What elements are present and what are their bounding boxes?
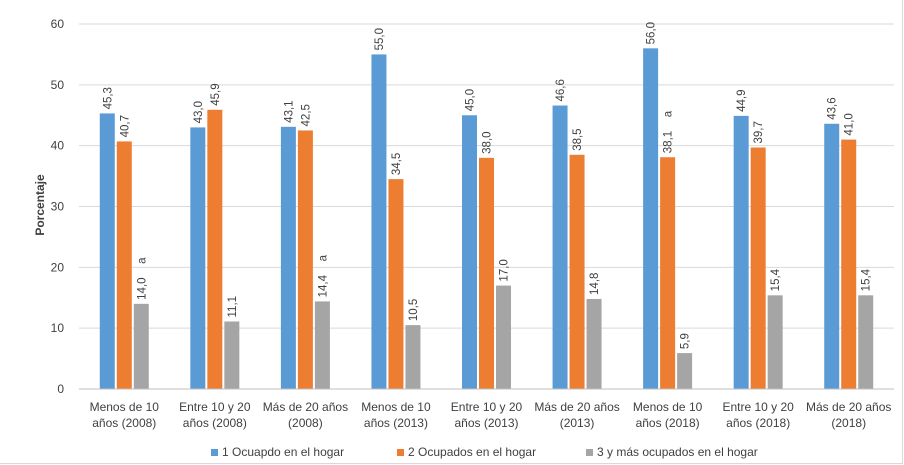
data-labels: 45,3 43,0 43,1 55,0 45,0 46,6 56,0 44,9 43,6 40,7… bbox=[102, 22, 872, 349]
data-label: 45,0 bbox=[465, 89, 477, 111]
bar bbox=[405, 325, 421, 389]
data-label: 39,7 bbox=[753, 121, 765, 143]
data-label: 15,4 bbox=[770, 268, 782, 291]
bar bbox=[371, 54, 387, 390]
data-label: 55,0 bbox=[374, 28, 386, 50]
data-label: 41,0 bbox=[844, 113, 856, 135]
y-tick-label: 60 bbox=[51, 17, 65, 31]
bar bbox=[99, 113, 115, 390]
bar bbox=[824, 123, 840, 390]
bar bbox=[767, 295, 783, 389]
data-label: 45,3 bbox=[102, 87, 114, 109]
bar bbox=[552, 105, 568, 390]
data-label: 44,9 bbox=[736, 89, 748, 111]
bar bbox=[660, 157, 676, 389]
bar bbox=[462, 115, 477, 389]
x-tick-label: Entre 10 y 20 bbox=[722, 400, 794, 414]
x-tick-label: (2013) bbox=[560, 416, 595, 430]
data-label: 11,1 bbox=[227, 296, 239, 318]
x-tick-label: años (2018) bbox=[636, 416, 700, 430]
x-tick-label: Entre 10 y 20 bbox=[451, 400, 523, 414]
x-tick-label: (2018) bbox=[831, 416, 866, 430]
y-tick-label: 50 bbox=[51, 78, 65, 92]
bar bbox=[116, 141, 132, 389]
bar bbox=[750, 147, 766, 389]
x-tick-label: Menos de 10 bbox=[361, 400, 431, 414]
data-label: 17,0 bbox=[499, 259, 511, 281]
bar bbox=[479, 157, 494, 389]
data-label: 43,1 bbox=[283, 100, 295, 122]
x-tick-label: Más de 20 años bbox=[263, 400, 348, 414]
data-label: 46,6 bbox=[555, 79, 567, 101]
bar bbox=[858, 295, 874, 389]
bar bbox=[190, 127, 206, 390]
data-label: 34,5 bbox=[391, 153, 403, 175]
y-tick-label: 40 bbox=[51, 139, 65, 153]
data-label: 40,7 bbox=[119, 115, 131, 137]
data-label: 14,8 bbox=[589, 273, 601, 295]
bar bbox=[586, 298, 602, 389]
legend-swatch bbox=[211, 449, 218, 456]
legend-swatch bbox=[586, 449, 593, 456]
x-tick-label: Más de 20 años bbox=[806, 400, 891, 414]
data-label: 10,5 bbox=[408, 299, 420, 321]
y-axis-label: Porcentaje bbox=[33, 174, 47, 236]
data-label: 43,0 bbox=[193, 101, 205, 123]
y-tick-label: 10 bbox=[51, 321, 65, 335]
data-label: 15,4 bbox=[861, 268, 873, 291]
legend-label: 3 y más ocupados en el hogar bbox=[597, 445, 758, 459]
annotation-label: a bbox=[136, 257, 148, 264]
x-tick-label: (2008) bbox=[288, 416, 323, 430]
data-label: 38,5 bbox=[572, 128, 584, 150]
bar bbox=[841, 139, 857, 389]
x-tick-label: años (2008) bbox=[183, 416, 247, 430]
x-tick-label: Menos de 10 bbox=[90, 400, 160, 414]
x-tick-label: años (2013) bbox=[454, 416, 518, 430]
legend-label: 2 Ocupados en el hogar bbox=[408, 445, 536, 459]
data-label: 14,4 bbox=[317, 274, 329, 297]
bar bbox=[733, 115, 749, 389]
legend-label: 1 Ocuapdo en el hogar bbox=[222, 445, 344, 459]
legend-swatch bbox=[397, 449, 404, 456]
bar bbox=[496, 285, 511, 389]
x-axis-ticks: Menos de 10 años (2008) Entre 10 y 20 años … bbox=[90, 400, 892, 430]
data-label: 38,1 bbox=[663, 131, 675, 153]
data-label: 5,9 bbox=[680, 333, 692, 349]
data-label: 42,5 bbox=[300, 104, 312, 126]
data-label: 43,6 bbox=[827, 97, 839, 119]
y-tick-label: 0 bbox=[57, 382, 64, 396]
y-axis-ticks: 0 10 20 30 40 50 60 bbox=[51, 17, 65, 396]
x-tick-label: Más de 20 años bbox=[534, 400, 619, 414]
x-tick-label: Menos de 10 bbox=[633, 400, 703, 414]
legend: 1 Ocuapdo en el hogar 2 Ocupados en el ho… bbox=[211, 445, 758, 459]
bar bbox=[388, 179, 404, 389]
bar bbox=[224, 321, 240, 389]
annotation-label: a bbox=[663, 110, 675, 117]
data-label: 38,0 bbox=[482, 131, 494, 153]
y-tick-label: 30 bbox=[51, 200, 65, 214]
data-label: 56,0 bbox=[646, 22, 658, 44]
bar bbox=[207, 109, 223, 390]
data-label: 14,0 bbox=[136, 277, 148, 299]
bars bbox=[99, 48, 874, 390]
bar bbox=[280, 126, 296, 389]
bar bbox=[297, 130, 313, 390]
x-tick-label: Entre 10 y 20 bbox=[179, 400, 251, 414]
annotation-label: a bbox=[317, 254, 329, 261]
bar bbox=[643, 48, 659, 389]
x-tick-label: años (2013) bbox=[364, 416, 428, 430]
x-tick-label: años (2008) bbox=[92, 416, 156, 430]
x-tick-label: años (2018) bbox=[726, 416, 790, 430]
y-tick-label: 20 bbox=[51, 260, 65, 274]
bar bbox=[314, 301, 330, 389]
bar bbox=[569, 154, 585, 389]
data-label: 45,9 bbox=[210, 83, 222, 105]
bar bbox=[677, 353, 693, 389]
bar bbox=[133, 303, 149, 389]
